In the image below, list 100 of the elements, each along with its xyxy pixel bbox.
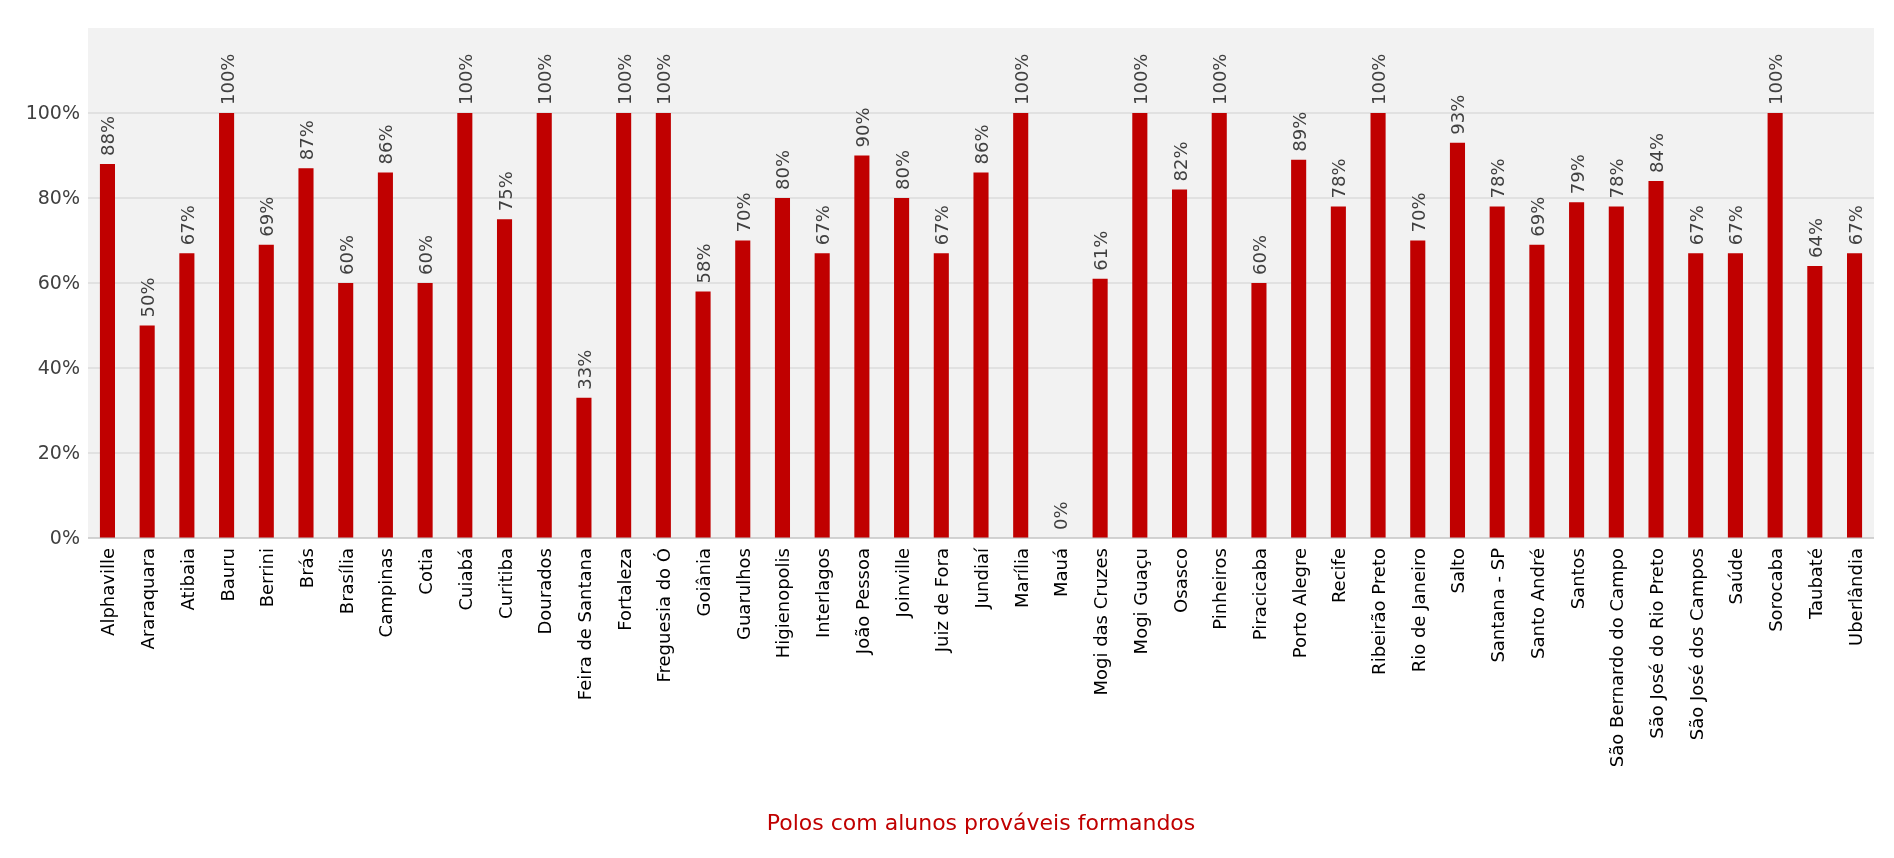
x-tick-label: Brás <box>295 548 317 589</box>
bar <box>457 113 473 538</box>
x-tick-label: Jundiaí <box>971 547 992 610</box>
x-tick-label: Sorocaba <box>1765 548 1787 632</box>
y-tick-label: 20% <box>37 440 80 463</box>
data-label: 90% <box>851 107 873 148</box>
data-label: 67% <box>176 205 198 246</box>
bar <box>1688 253 1704 538</box>
x-tick-label: Santo André <box>1526 548 1548 659</box>
x-tick-label: Taubaté <box>1804 548 1826 621</box>
x-tick-label: Dourados <box>534 548 556 635</box>
data-label: 0% <box>1050 501 1072 530</box>
data-label: 33% <box>573 349 595 390</box>
data-label: 80% <box>772 149 794 190</box>
data-label: 75% <box>494 171 516 212</box>
x-tick-label: Brasília <box>335 548 357 615</box>
bar <box>774 198 791 538</box>
bar <box>1608 206 1624 538</box>
data-label: 50% <box>137 277 159 318</box>
bar <box>695 291 711 538</box>
data-label: 100% <box>1129 53 1151 105</box>
data-label: 60% <box>1248 234 1270 275</box>
data-label: 100% <box>454 53 476 105</box>
bar <box>139 325 155 538</box>
data-label: 100% <box>653 53 675 105</box>
data-label: 60% <box>415 234 437 275</box>
data-label: 100% <box>216 53 238 105</box>
data-label: 88% <box>97 115 119 156</box>
x-tick-label: Feira de Santana <box>573 548 595 701</box>
x-tick-label: Curitiba <box>494 548 516 619</box>
data-label: 100% <box>1765 53 1787 105</box>
bar <box>1569 202 1585 538</box>
data-label: 69% <box>1526 196 1548 237</box>
bar <box>1251 283 1267 538</box>
x-tick-label: Saúde <box>1725 548 1747 605</box>
data-label: 70% <box>732 192 754 233</box>
data-label: 80% <box>891 149 913 190</box>
bar <box>1291 159 1307 538</box>
data-label: 64% <box>1804 217 1826 258</box>
x-tick-label: Juiz de Fora <box>931 548 953 654</box>
data-label: 86% <box>375 124 397 165</box>
data-label: 60% <box>335 234 357 275</box>
x-tick-label: Alphaville <box>97 548 119 636</box>
x-tick-label: Goiânia <box>693 548 715 617</box>
x-tick-label: Campinas <box>375 548 397 638</box>
bar <box>1727 253 1743 538</box>
y-tick-label: 100% <box>25 100 80 123</box>
x-tick-label: Marília <box>1010 548 1032 608</box>
bar <box>735 240 751 538</box>
bar <box>1807 266 1823 538</box>
bar <box>496 219 513 538</box>
x-tick-label: Atibaia <box>176 548 198 611</box>
x-tick-label: Joinville <box>891 548 913 619</box>
bar <box>1211 113 1227 538</box>
bar <box>814 253 830 538</box>
bar <box>1092 278 1108 538</box>
data-label: 78% <box>1487 158 1509 199</box>
bar <box>219 113 235 538</box>
bar <box>417 283 433 538</box>
bar <box>1171 189 1188 538</box>
data-label: 70% <box>1407 192 1429 233</box>
x-axis-title: Polos com alunos prováveis formandos <box>766 810 1196 835</box>
data-label: 100% <box>534 53 556 105</box>
x-tick-label: Cuiabá <box>454 548 476 611</box>
data-label: 69% <box>256 196 278 237</box>
bar <box>377 172 393 538</box>
x-tick-label: Bauru <box>216 548 238 602</box>
bar <box>616 113 632 538</box>
bar <box>973 172 989 538</box>
bar <box>99 164 115 538</box>
x-tick-label: São Bernardo do Campo <box>1606 548 1628 768</box>
data-label: 78% <box>1606 158 1628 199</box>
x-tick-label: Guarulhos <box>732 548 754 640</box>
x-tick-label: Berrini <box>256 548 278 608</box>
y-tick-label: 80% <box>37 185 80 208</box>
bar <box>1013 113 1029 538</box>
bar <box>1489 206 1505 538</box>
bar <box>1370 113 1386 538</box>
x-tick-label: Freguesia do Ó <box>653 548 675 683</box>
bar <box>298 168 314 538</box>
x-tick-label: Interlagos <box>812 548 834 639</box>
bar <box>655 113 671 538</box>
x-tick-label: São José do Rio Preto <box>1646 548 1668 739</box>
data-label: 58% <box>693 243 715 284</box>
bar <box>338 283 354 538</box>
bar <box>1410 240 1426 538</box>
y-tick-label: 60% <box>37 270 80 293</box>
bar <box>1449 142 1466 538</box>
data-label: 84% <box>1646 132 1668 173</box>
data-label: 100% <box>1209 53 1231 105</box>
x-tick-label: Recife <box>1328 548 1350 604</box>
bar <box>933 253 949 538</box>
bar <box>536 113 552 538</box>
x-tick-label: Higienopolis <box>772 548 794 659</box>
x-tick-label: Uberlândia <box>1844 548 1866 646</box>
bar <box>1330 206 1346 538</box>
x-tick-label: Mogi das Cruzes <box>1090 548 1112 696</box>
y-tick-label: 0% <box>49 525 80 548</box>
data-label: 87% <box>295 120 317 161</box>
bar <box>258 244 274 538</box>
